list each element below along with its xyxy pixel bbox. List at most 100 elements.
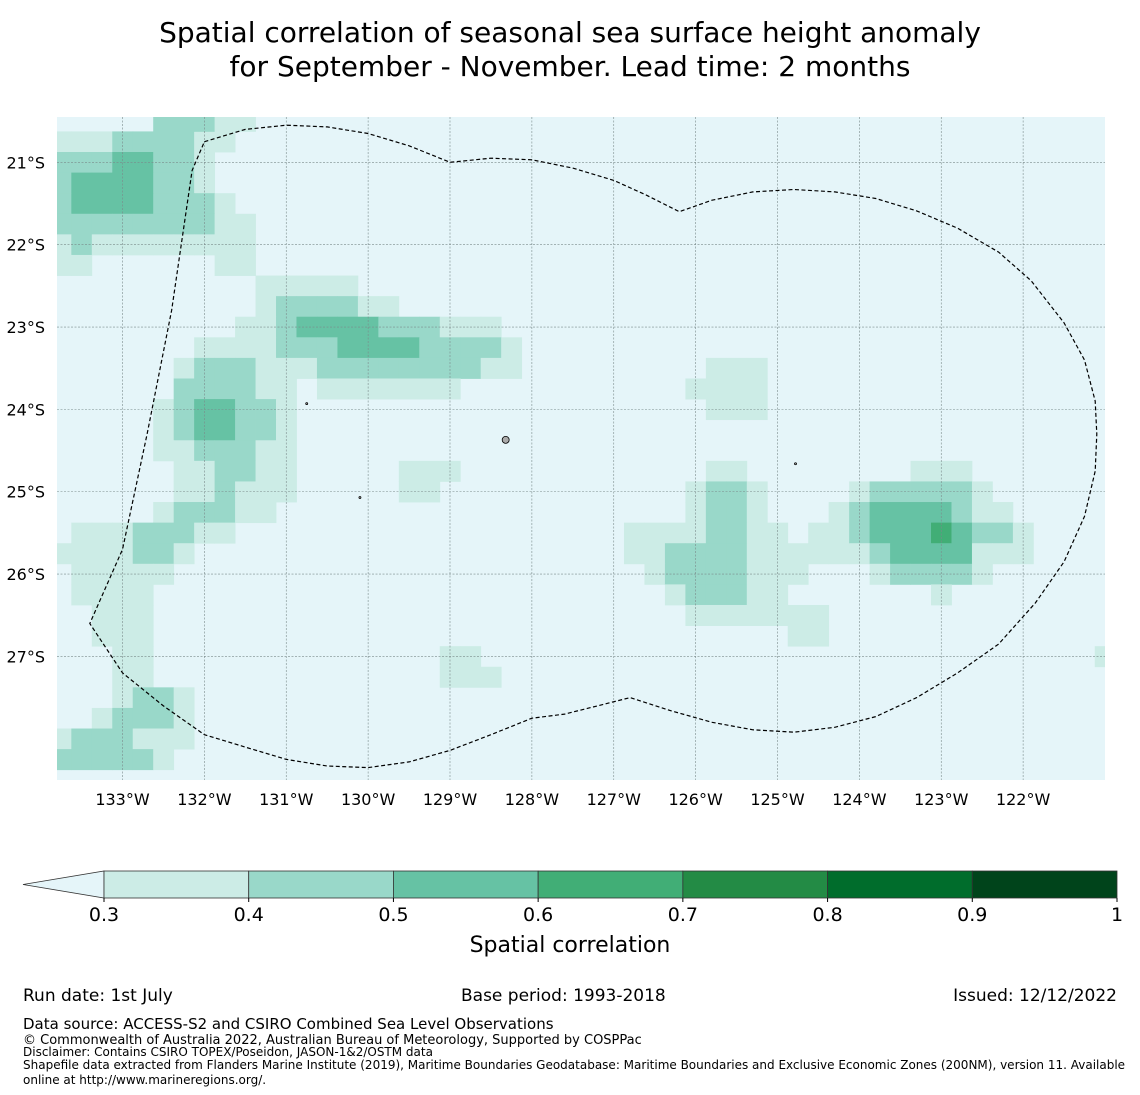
correlation-cell <box>153 172 175 194</box>
correlation-cell <box>214 213 236 235</box>
shapefile-credit-line-1: Shapefile data extracted from Flanders M… <box>23 1058 1126 1072</box>
correlation-cell <box>173 117 195 132</box>
correlation-cell <box>746 543 768 565</box>
correlation-cell <box>726 460 748 482</box>
correlation-cell <box>71 728 93 750</box>
correlation-cell <box>337 296 359 318</box>
island-marker <box>305 402 309 406</box>
correlation-cell <box>91 625 113 647</box>
correlation-cell <box>235 419 256 441</box>
correlation-cell <box>378 357 400 379</box>
correlation-cell <box>316 275 338 297</box>
island-marker <box>501 435 510 444</box>
correlation-cell <box>214 193 236 215</box>
island-marker <box>358 496 362 499</box>
map-title-line-2: for September - November. Lead time: 2 m… <box>229 50 911 83</box>
lon-tick-label: 131°W <box>259 790 314 809</box>
correlation-cell <box>808 604 830 626</box>
correlation-cell <box>91 172 113 194</box>
colorbar-tick-label: 0.5 <box>378 904 408 926</box>
correlation-cell <box>112 563 134 585</box>
correlation-cell <box>746 522 768 544</box>
correlation-cell <box>664 522 686 544</box>
correlation-cell <box>255 337 277 359</box>
correlation-cell <box>685 522 707 544</box>
correlation-cell <box>378 337 400 359</box>
correlation-cell <box>173 522 195 544</box>
correlation-cell <box>439 337 461 359</box>
eez-boundary <box>89 124 1098 769</box>
correlation-cell <box>480 337 502 359</box>
correlation-cell <box>337 357 359 379</box>
correlation-cell <box>439 357 461 379</box>
correlation-cell <box>57 193 72 215</box>
correlation-cell <box>153 440 175 462</box>
correlation-cell <box>194 193 216 215</box>
correlation-cell <box>173 502 195 524</box>
correlation-cell <box>112 687 134 709</box>
correlation-cell <box>132 234 154 256</box>
correlation-cell <box>910 563 932 585</box>
correlation-cell <box>235 399 256 421</box>
correlation-cell <box>849 522 871 544</box>
correlation-cell <box>173 543 195 565</box>
correlation-cell <box>705 522 727 544</box>
correlation-cell <box>235 254 256 276</box>
correlation-cell <box>296 337 318 359</box>
correlation-cell <box>112 172 134 194</box>
correlation-cell <box>235 234 256 256</box>
islands <box>305 402 797 499</box>
correlation-cell <box>808 543 830 565</box>
correlation-cell <box>951 522 973 544</box>
correlation-cell <box>91 749 113 771</box>
correlation-cell <box>705 604 727 626</box>
correlation-cell <box>71 584 93 606</box>
correlation-cell <box>828 522 850 544</box>
correlation-cell <box>1012 543 1034 565</box>
correlation-cell <box>71 522 93 544</box>
correlation-cell <box>132 666 154 688</box>
correlation-cell <box>235 440 256 462</box>
correlation-cell <box>705 543 727 565</box>
correlation-cell <box>890 522 911 544</box>
correlation-cell <box>214 357 236 379</box>
lon-tick-label: 128°W <box>505 790 560 809</box>
correlation-cell <box>644 563 666 585</box>
correlation-cell <box>235 357 256 379</box>
correlation-cell <box>235 460 256 482</box>
lon-tick-label: 130°W <box>341 790 396 809</box>
colorbar-bin <box>827 870 973 899</box>
correlation-cell <box>235 117 256 132</box>
correlation-cell <box>153 728 175 750</box>
correlation-cell <box>173 131 195 153</box>
correlation-cell <box>153 213 175 235</box>
map-title-line-1: Spatial correlation of seasonal sea surf… <box>159 16 981 49</box>
correlation-cell <box>57 254 72 276</box>
colorbar-bin <box>682 870 828 899</box>
correlation-cell <box>91 131 113 153</box>
correlation-cell <box>664 584 686 606</box>
correlation-cell <box>276 378 297 400</box>
lat-tick-label: 23°S <box>6 318 45 337</box>
correlation-cell <box>910 460 932 482</box>
correlation-cell <box>71 193 93 215</box>
correlation-cell <box>419 378 441 400</box>
correlation-cell <box>767 563 789 585</box>
correlation-cell <box>255 378 277 400</box>
correlation-cell <box>132 131 154 153</box>
correlation-cell <box>132 646 154 668</box>
correlation-cell <box>664 563 686 585</box>
colorbar-tick-label: 0.7 <box>668 904 698 926</box>
correlation-cell <box>726 522 748 544</box>
correlation-cell <box>337 337 359 359</box>
correlation-cell <box>57 131 72 153</box>
correlation-cell <box>460 357 482 379</box>
correlation-cell <box>173 357 195 379</box>
correlation-cell <box>194 522 216 544</box>
correlation-cell <box>214 378 236 400</box>
correlation-cell <box>112 543 134 565</box>
island-marker <box>794 462 797 466</box>
correlation-cell <box>951 502 973 524</box>
longitude-tick-labels: 133°W 132°W 131°W 130°W 129°W 128°W 127°W 126°W… <box>95 790 1050 809</box>
